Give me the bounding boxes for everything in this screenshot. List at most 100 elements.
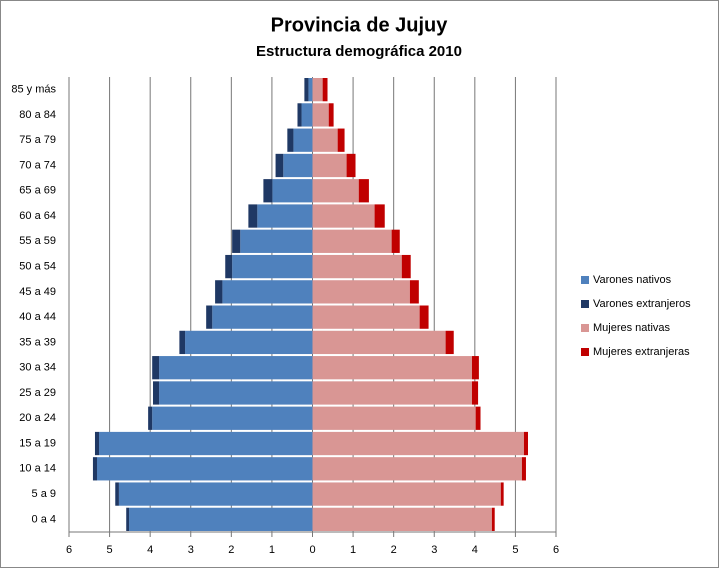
- bar-segment: [312, 507, 492, 531]
- legend-label: Mujeres nativas: [593, 322, 671, 334]
- bar-segment: [312, 254, 402, 279]
- bar-segment: [152, 356, 160, 380]
- x-tick-label: 4: [147, 544, 153, 556]
- legend-marker: [581, 300, 589, 308]
- y-tick-label: 20 a 24: [19, 412, 56, 424]
- legend-label: Varones extranjeros: [593, 298, 691, 310]
- legend-marker: [581, 324, 589, 332]
- legend-label: Mujeres extranjeras: [593, 346, 690, 358]
- y-tick-label: 45 a 49: [19, 286, 56, 298]
- bar-segment: [391, 229, 400, 253]
- bar-segment: [312, 179, 359, 203]
- bar-segment: [471, 381, 479, 405]
- bar-segment: [312, 431, 524, 456]
- bar-segment: [471, 356, 479, 380]
- bar-segment: [232, 229, 241, 253]
- bar-segment: [523, 431, 528, 456]
- y-tick-label: 65 a 69: [19, 185, 56, 197]
- y-tick-label: 30 a 34: [19, 362, 56, 374]
- y-tick-label: 15 a 19: [19, 437, 56, 449]
- bar-segment: [312, 78, 323, 102]
- bar-segment: [159, 356, 313, 380]
- bar-segment: [257, 204, 313, 228]
- bar-segment: [312, 356, 472, 380]
- y-tick-label: 80 a 84: [19, 109, 56, 121]
- bar-segment: [301, 103, 313, 127]
- bar-segment: [322, 78, 328, 102]
- bar-segment: [212, 305, 313, 329]
- bar-segment: [346, 153, 356, 178]
- bar-segment: [312, 280, 410, 304]
- bar-segment: [297, 103, 302, 127]
- bar-segment: [185, 330, 313, 355]
- bar-segment: [491, 507, 495, 531]
- bar-segment: [99, 431, 313, 456]
- x-tick-label: 6: [553, 544, 559, 556]
- bar-segment: [475, 406, 481, 430]
- bar-segment: [248, 204, 258, 228]
- y-tick-label: 35 a 39: [19, 336, 56, 348]
- bar-segment: [126, 507, 130, 531]
- bar-segment: [401, 254, 411, 279]
- bar-segment: [419, 305, 429, 329]
- y-tick-label: 50 a 54: [19, 260, 56, 272]
- bar-segment: [312, 128, 338, 152]
- bar-segment: [312, 204, 375, 228]
- x-tick-label: 6: [66, 544, 72, 556]
- bar-segment: [312, 305, 420, 329]
- bar-segment: [232, 254, 313, 279]
- bar-segment: [500, 482, 504, 506]
- legend-marker: [581, 348, 589, 356]
- y-tick-label: 75 a 79: [19, 134, 56, 146]
- bar-segment: [312, 103, 329, 127]
- bar-segment: [92, 457, 98, 481]
- bar-segment: [445, 330, 454, 355]
- bar-segment: [129, 507, 313, 531]
- bar-segment: [115, 482, 119, 506]
- x-tick-label: 3: [188, 544, 194, 556]
- bar-segment: [159, 381, 313, 405]
- bar-segment: [312, 457, 522, 481]
- bar-segment: [287, 128, 294, 152]
- bar-segment: [97, 457, 313, 481]
- chart-title: Provincia de Jujuy: [271, 14, 449, 36]
- x-tick-label: 0: [309, 544, 315, 556]
- bar-segment: [225, 254, 233, 279]
- bar-segment: [206, 305, 213, 329]
- x-tick-label: 3: [431, 544, 437, 556]
- bar-segment: [409, 280, 419, 304]
- y-tick-label: 5 a 9: [32, 488, 56, 500]
- legend-label: Varones nativos: [593, 274, 672, 286]
- bar-segment: [374, 204, 385, 228]
- bar-segment: [337, 128, 345, 152]
- bar-segment: [293, 128, 313, 152]
- y-tick-label: 70 a 74: [19, 159, 56, 171]
- y-tick-label: 85 y más: [11, 84, 56, 96]
- x-tick-label: 2: [391, 544, 397, 556]
- x-tick-label: 5: [512, 544, 518, 556]
- bar-segment: [308, 78, 313, 102]
- y-tick-label: 10 a 14: [19, 463, 56, 475]
- y-tick-label: 55 a 59: [19, 235, 56, 247]
- bar-segment: [148, 406, 153, 430]
- bar-segment: [263, 179, 273, 203]
- bar-segment: [312, 406, 476, 430]
- x-tick-label: 2: [228, 544, 234, 556]
- x-tick-label: 1: [269, 544, 275, 556]
- bar-segment: [152, 406, 313, 430]
- bar-segment: [328, 103, 334, 127]
- bar-segment: [118, 482, 313, 506]
- bar-segment: [275, 153, 284, 178]
- x-tick-label: 4: [472, 544, 478, 556]
- y-tick-label: 60 a 64: [19, 210, 56, 222]
- bar-segment: [521, 457, 526, 481]
- y-tick-label: 25 a 29: [19, 387, 56, 399]
- bar-segment: [312, 381, 472, 405]
- bar-segment: [94, 431, 100, 456]
- bar-segment: [153, 381, 160, 405]
- bar-segment: [312, 330, 446, 355]
- bar-segment: [312, 229, 392, 253]
- bar-segment: [179, 330, 186, 355]
- bar-segment: [215, 280, 223, 304]
